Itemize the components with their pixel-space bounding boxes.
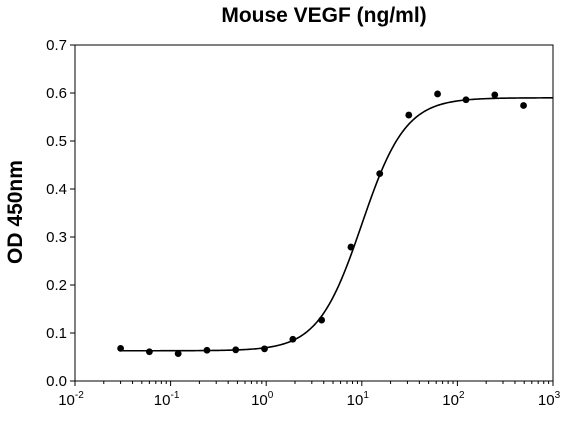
data-point (491, 91, 499, 99)
fit-curve (120, 97, 553, 352)
chart-title: Mouse VEGF (ng/ml) (221, 4, 426, 27)
x-tick-label: 100 (251, 390, 274, 409)
y-tick-label: 0.2 (46, 277, 67, 294)
data-point (520, 102, 527, 109)
data-point (405, 111, 413, 119)
y-axis-label: OD 450nm (4, 160, 27, 264)
y-tick-label: 0.0 (46, 373, 67, 390)
data-point (117, 344, 125, 352)
data-points (117, 90, 527, 358)
data-point (376, 170, 384, 178)
y-tick-label: 0.5 (46, 133, 67, 150)
y-tick-label: 0.4 (46, 181, 67, 198)
data-point (462, 96, 470, 104)
data-point (289, 335, 297, 343)
data-point (203, 346, 211, 354)
x-tick-label: 103 (538, 390, 561, 409)
y-tick-label: 0.6 (46, 85, 67, 102)
x-tick-label: 10-1 (154, 390, 180, 409)
data-point (145, 348, 153, 356)
data-point (434, 90, 441, 98)
data-point (261, 345, 268, 353)
fit-curve-group (120, 97, 553, 352)
x-tick-label: 101 (347, 390, 370, 409)
data-point (347, 243, 355, 251)
x-tick-label: 102 (442, 390, 465, 409)
axes: 0.0 0.1 0.2 0.3 0.4 0.5 0.6 0.7 10-2 10-1 100 101 10… (46, 37, 560, 409)
y-tick-label: 0.1 (46, 325, 67, 342)
plot-frame (74, 44, 554, 382)
x-tick-label: 10-2 (58, 390, 84, 409)
data-point (174, 350, 182, 358)
y-tick-label: 0.7 (46, 37, 67, 54)
y-tick-label: 0.3 (46, 229, 67, 246)
data-point (318, 316, 326, 324)
data-point (232, 346, 240, 354)
